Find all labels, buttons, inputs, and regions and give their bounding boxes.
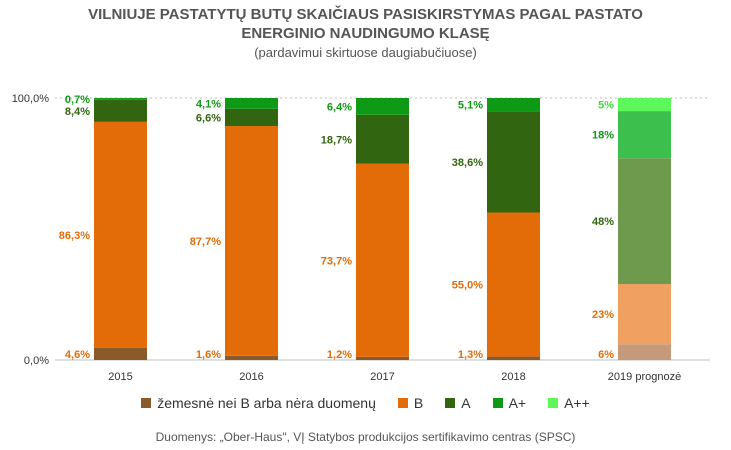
legend-label: A bbox=[461, 395, 471, 411]
bar-segment bbox=[618, 98, 671, 112]
x-tick-label: 2019 prognozė bbox=[608, 371, 681, 383]
data-label: 1,6% bbox=[196, 349, 221, 361]
bar-segment bbox=[618, 344, 671, 360]
data-label: 8,4% bbox=[65, 106, 90, 118]
data-label: 4,6% bbox=[65, 349, 90, 361]
bar-segment bbox=[94, 121, 147, 348]
x-tick-label: 2017 bbox=[370, 371, 394, 383]
data-label: 6,6% bbox=[196, 112, 221, 124]
bar-segment bbox=[356, 163, 409, 357]
y-tick-label: 0,0% bbox=[24, 355, 49, 367]
bar-segment bbox=[94, 347, 147, 360]
bar-segment bbox=[225, 355, 278, 360]
bar-segment bbox=[618, 284, 671, 345]
legend-item: A bbox=[445, 395, 471, 411]
x-tick-label: 2016 bbox=[239, 371, 263, 383]
legend-swatch bbox=[548, 398, 559, 408]
data-label: 0,7% bbox=[65, 94, 90, 106]
bar-segment bbox=[356, 356, 409, 360]
bar-segment bbox=[225, 98, 278, 109]
bar-segment bbox=[356, 98, 409, 115]
legend-label: A++ bbox=[564, 395, 590, 411]
legend-swatch bbox=[445, 398, 456, 408]
bar-segment bbox=[487, 212, 540, 357]
data-label: 23% bbox=[592, 309, 614, 321]
bar-segment bbox=[225, 126, 278, 356]
stacked-bar-chart: 100,0% 0,0% 4,6% 86,3% 8,4%0,7% 2015 1,6% 87,7%… bbox=[12, 93, 710, 383]
bar-segment bbox=[225, 108, 278, 127]
chart-subtitle: (pardavimui skirtuose daugiabučiuose) bbox=[254, 45, 477, 60]
data-label: 18% bbox=[592, 130, 614, 142]
data-label: 48% bbox=[592, 216, 614, 228]
data-label: 1,2% bbox=[327, 349, 352, 361]
bar-segment bbox=[487, 98, 540, 112]
legend-label: A+ bbox=[508, 395, 527, 411]
legend-item: A++ bbox=[548, 395, 590, 411]
chart-title: VILNIUJE PASTATYTŲ BUTŲ SKAIČIAUS PASISK… bbox=[0, 5, 731, 43]
bar-segment bbox=[618, 158, 671, 285]
chart-title-line2: ENERGINIO NAUDINGUMO KLASĘ bbox=[241, 25, 490, 42]
legend-label: žemesnė nei B arba nėra duomenų bbox=[157, 395, 376, 411]
x-tick-label: 2018 bbox=[501, 371, 525, 383]
bar-segment bbox=[356, 114, 409, 164]
data-label: 6,4% bbox=[327, 101, 352, 113]
data-label: 6% bbox=[598, 349, 614, 361]
data-label: 4,1% bbox=[196, 98, 221, 110]
legend-item: A+ bbox=[492, 395, 527, 411]
chart-legend: žemesnė nei B arba nėra duomenų B A A+ A++ bbox=[0, 395, 731, 411]
data-label: 38,6% bbox=[452, 157, 483, 169]
bar-segment bbox=[618, 111, 671, 159]
bar-segment bbox=[487, 111, 540, 213]
data-label: 73,7% bbox=[321, 255, 352, 267]
data-label: 87,7% bbox=[190, 236, 221, 248]
legend-item: B bbox=[397, 395, 424, 411]
data-label: 5,1% bbox=[458, 100, 483, 112]
y-tick-label: 100,0% bbox=[12, 93, 50, 105]
bar-segment bbox=[94, 99, 147, 122]
bar-segment bbox=[487, 356, 540, 360]
legend-item: žemesnė nei B arba nėra duomenų bbox=[141, 395, 376, 411]
x-tick-label: 2015 bbox=[108, 371, 132, 383]
source-note: Duomenys: „Ober-Haus", VĮ Statybos produ… bbox=[155, 430, 576, 444]
data-label: 5% bbox=[598, 100, 614, 112]
data-label: 86,3% bbox=[59, 230, 90, 242]
legend-swatch bbox=[141, 398, 152, 408]
legend-label: B bbox=[413, 395, 424, 411]
legend-swatch bbox=[492, 398, 503, 408]
data-label: 18,7% bbox=[321, 134, 352, 146]
data-label: 55,0% bbox=[452, 280, 483, 292]
data-label: 1,3% bbox=[458, 349, 483, 361]
bar-segment bbox=[94, 98, 147, 100]
legend-swatch bbox=[397, 398, 408, 408]
chart-title-line1: VILNIUJE PASTATYTŲ BUTŲ SKAIČIAUS PASISK… bbox=[88, 6, 643, 23]
